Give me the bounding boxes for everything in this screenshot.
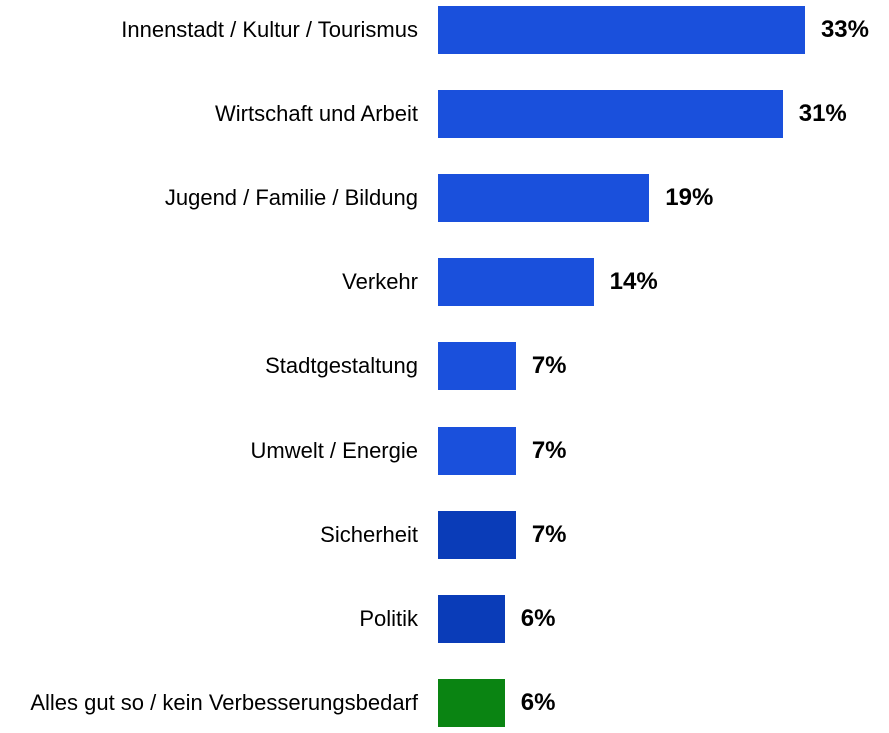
bar — [438, 510, 516, 559]
bar — [438, 6, 805, 54]
category-label: Politik — [359, 605, 418, 631]
category-label: Jugend / Familie / Bildung — [164, 185, 418, 211]
value-label: 33% — [820, 16, 869, 43]
bar — [438, 258, 594, 307]
category-label: Stadtgestaltung — [265, 353, 418, 379]
bar — [438, 174, 650, 223]
value-label: 7% — [531, 520, 567, 548]
category-label: Wirtschaft und Arbeit — [215, 101, 418, 127]
category-label: Verkehr — [342, 269, 418, 295]
value-label: 31% — [798, 100, 847, 128]
bar — [438, 342, 516, 391]
value-label: 6% — [520, 688, 556, 716]
category-label: Alles gut so / kein Verbesserungsbedarf — [30, 689, 418, 715]
value-label: 7% — [531, 436, 567, 464]
bar — [438, 90, 783, 139]
value-label: 19% — [665, 184, 714, 212]
bar — [438, 426, 516, 475]
bar — [438, 594, 505, 643]
value-label: 14% — [609, 268, 658, 296]
bar — [438, 678, 505, 727]
category-label: Sicherheit — [320, 521, 418, 547]
value-label: 6% — [520, 604, 556, 632]
category-label: Innenstadt / Kultur / Tourismus — [121, 17, 418, 42]
value-label: 7% — [531, 352, 567, 380]
category-label: Umwelt / Energie — [250, 437, 418, 463]
